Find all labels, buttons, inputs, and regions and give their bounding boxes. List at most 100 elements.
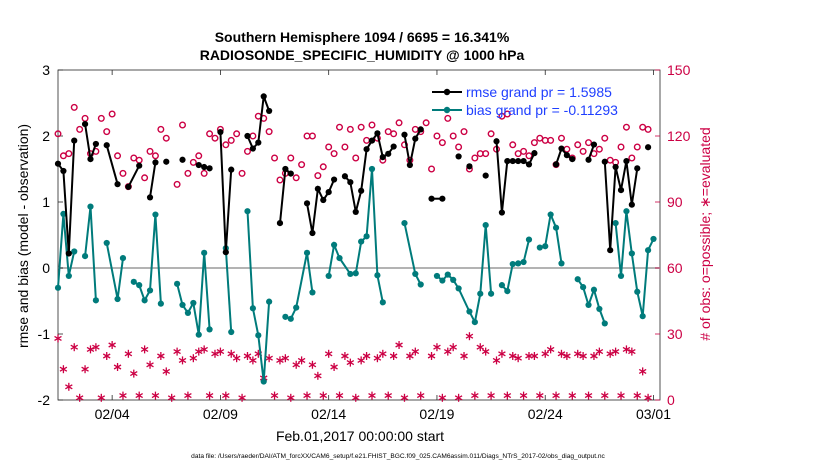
bias-point xyxy=(347,270,354,278)
bias-point xyxy=(119,255,127,262)
possible-count-point xyxy=(319,163,327,171)
rmse-line-segment xyxy=(344,131,395,213)
possible-count-point xyxy=(314,172,322,180)
possible-count-point xyxy=(574,141,582,149)
rmse-point xyxy=(439,195,446,202)
evaluated-count-point xyxy=(157,352,165,360)
evaluated-asterisk-stroke xyxy=(557,351,566,357)
chart-subtitle: RADIOSONDE_SPECIFIC_HUMIDITY @ 1000 hPa xyxy=(200,47,525,63)
evaluated-asterisk-stroke xyxy=(324,351,333,357)
evaluated-asterisk-stroke xyxy=(92,344,100,350)
evaluated-count-point xyxy=(92,343,100,352)
rmse-point xyxy=(249,145,256,152)
evaluated-asterisk-stroke xyxy=(508,353,517,359)
rmse-point xyxy=(406,161,413,169)
evaluated-asterisk-stroke xyxy=(211,351,219,357)
rmse-point xyxy=(228,166,235,173)
bias-point xyxy=(580,284,587,291)
evaluated-count-point xyxy=(379,349,387,358)
bias-point xyxy=(379,299,386,306)
bias-point xyxy=(309,289,316,296)
bias-point xyxy=(590,286,598,293)
evaluated-count-point xyxy=(292,360,300,369)
possible-count-point xyxy=(390,130,398,138)
evaluated-count-point xyxy=(297,356,306,365)
evaluated-count-point xyxy=(173,347,181,356)
x-tick-label: 02/09 xyxy=(203,406,238,422)
rmse-line-segment xyxy=(57,140,76,254)
evaluated-count-point xyxy=(395,341,403,349)
possible-count-point xyxy=(103,128,111,136)
evaluated-count-point xyxy=(303,391,311,400)
possible-count-point xyxy=(243,147,251,155)
rmse-point xyxy=(509,157,516,165)
bias-point xyxy=(574,276,581,283)
evaluated-count-point xyxy=(406,352,414,360)
rmse-point xyxy=(385,150,392,157)
evaluated-asterisk-stroke xyxy=(438,395,447,401)
evaluated-count-point xyxy=(611,347,620,356)
x-tick-label: 02/14 xyxy=(311,406,346,422)
evaluated-count-point xyxy=(384,391,393,400)
bias-line-segment xyxy=(224,248,233,333)
possible-count-point xyxy=(70,103,78,111)
possible-count-point xyxy=(271,154,279,162)
evaluated-asterisk-stroke xyxy=(357,357,365,363)
bias-point xyxy=(325,272,332,280)
possible-count-point xyxy=(222,141,230,149)
evaluated-asterisk-stroke xyxy=(644,395,652,401)
rmse-point xyxy=(309,229,316,237)
bias-line-segment xyxy=(614,211,655,317)
possible-count-point xyxy=(238,169,246,177)
possible-count-point xyxy=(487,130,495,138)
evaluated-count-point xyxy=(200,345,208,354)
possible-count-point xyxy=(200,169,208,177)
evaluated-asterisk-stroke xyxy=(97,395,106,401)
bias-point xyxy=(515,260,522,267)
evaluated-asterisk-stroke xyxy=(184,393,192,399)
evaluated-asterisk-stroke xyxy=(249,357,257,363)
rmse-point xyxy=(244,132,251,140)
rmse-point xyxy=(368,137,376,144)
evaluated-asterisk-stroke xyxy=(373,355,382,361)
evaluated-asterisk-stroke xyxy=(552,393,560,399)
bias-point xyxy=(601,320,608,327)
evaluated-count-point xyxy=(514,354,522,363)
bias-point xyxy=(201,249,208,256)
evaluated-asterisk-stroke xyxy=(573,351,582,357)
possible-count-point xyxy=(119,169,127,177)
rmse-point xyxy=(201,163,208,171)
evaluated-asterisk-stroke xyxy=(270,393,279,399)
evaluated-asterisk-stroke xyxy=(563,353,571,359)
evaluated-count-point xyxy=(590,352,598,360)
bias-point xyxy=(450,276,457,283)
rmse-point xyxy=(71,137,78,144)
evaluated-asterisk-stroke xyxy=(433,344,441,350)
rmse-point xyxy=(412,135,419,142)
bias-point xyxy=(547,211,554,218)
evaluated-count-point xyxy=(135,391,143,400)
rmse-point xyxy=(81,121,89,128)
evaluated-asterisk-stroke xyxy=(411,349,420,355)
bias-point xyxy=(363,233,370,240)
bias-point xyxy=(628,250,635,257)
evaluated-asterisk-stroke xyxy=(70,344,79,350)
evaluated-asterisk-stroke xyxy=(346,360,355,366)
rmse-point xyxy=(179,156,186,163)
bias-point xyxy=(282,313,289,320)
evaluated-count-point xyxy=(178,356,187,365)
evaluated-count-point xyxy=(487,391,495,400)
y-tick-label-right: 150 xyxy=(667,62,691,78)
evaluated-asterisk-stroke xyxy=(102,353,111,359)
possible-count-point xyxy=(189,158,197,166)
rmse-point xyxy=(87,156,94,163)
rmse-point xyxy=(136,162,143,169)
possible-count-point xyxy=(444,114,452,122)
evaluated-count-point xyxy=(70,343,79,352)
evaluated-count-point xyxy=(308,360,317,369)
x-tick-label: 02/04 xyxy=(95,406,130,422)
chart-title: Southern Hemisphere 1094 / 6695 = 16.341… xyxy=(215,29,510,45)
bias-point xyxy=(71,248,78,255)
possible-count-point xyxy=(579,147,587,155)
